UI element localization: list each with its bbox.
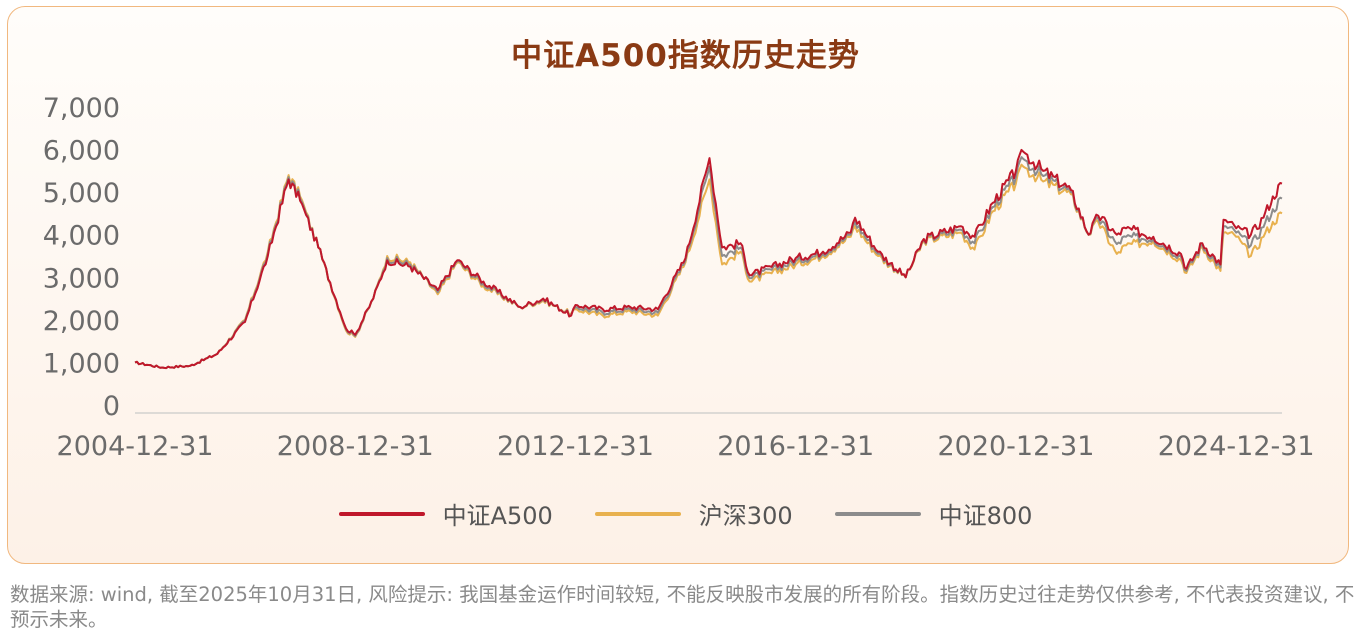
x-tick-label: 2004-12-31	[57, 431, 214, 462]
y-tick-label: 2,000	[43, 306, 120, 337]
series-lines	[134, 148, 1283, 370]
legend: 中证A500 沪深300 中证800	[0, 496, 1371, 531]
x-tick-label: 2012-12-31	[497, 431, 654, 462]
y-tick-label: 7,000	[43, 93, 120, 124]
y-tick-label: 5,000	[43, 178, 120, 209]
y-axis: 0 1,000 2,000 3,000 4,000 5,000 6,000 7,000	[43, 93, 120, 422]
footnote: 数据来源: wind, 截至2025年10月31日, 风险提示: 我国基金运作时…	[10, 583, 1355, 631]
y-tick-label: 3,000	[43, 263, 120, 294]
legend-swatch-csi-a500	[338, 511, 425, 516]
y-tick-label: 0	[103, 391, 120, 422]
legend-label-csi-a500: 中证A500	[442, 502, 553, 530]
x-tick-label: 2008-12-31	[277, 431, 434, 462]
x-tick-label: 2024-12-31	[1158, 431, 1315, 462]
legend-item-hs300: 沪深300	[594, 496, 793, 531]
legend-label-hs300: 沪深300	[698, 502, 793, 530]
legend-label-csi800: 中证800	[938, 502, 1033, 530]
y-tick-label: 4,000	[43, 221, 120, 252]
x-tick-label: 2020-12-31	[937, 431, 1094, 462]
legend-item-csi800: 中证800	[834, 496, 1033, 531]
chart-card	[7, 6, 1349, 564]
x-tick-label: 2016-12-31	[717, 431, 874, 462]
legend-swatch-csi800	[834, 511, 921, 516]
chart-title: 中证A500指数历史走势	[511, 38, 860, 74]
legend-item-csi-a500: 中证A500	[338, 496, 553, 531]
x-axis: 2004-12-31 2008-12-31 2012-12-31 2016-12-31…	[57, 412, 1315, 462]
series-line-csi800	[134, 156, 1283, 370]
y-tick-label: 1,000	[43, 348, 120, 379]
y-tick-label: 6,000	[43, 136, 120, 167]
legend-swatch-hs300	[594, 511, 681, 516]
series-line-csi-a500	[134, 148, 1283, 370]
series-line-hs300	[134, 163, 1283, 370]
